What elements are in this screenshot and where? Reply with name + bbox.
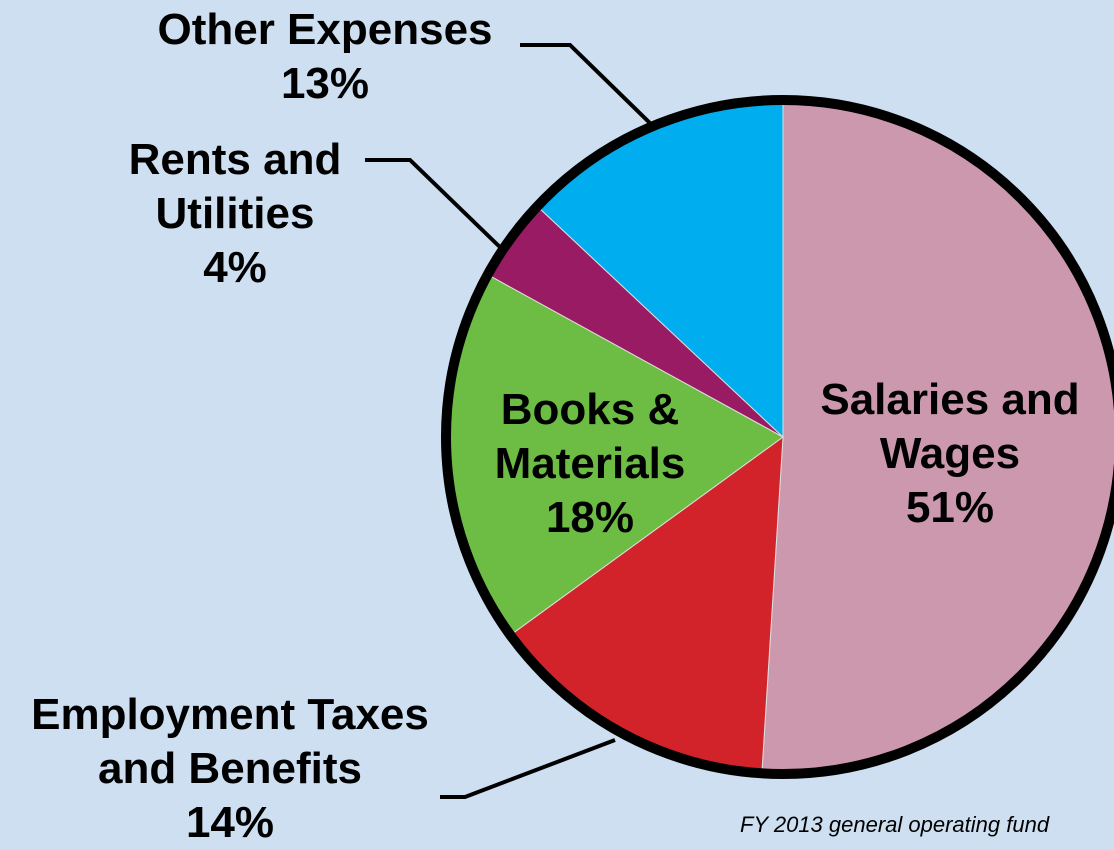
category-label: Other Expenses [157,5,493,54]
pie-border [441,95,1114,779]
category-label: Rents and Utilities [128,135,342,238]
leader-line [520,43,657,130]
leader-line [440,738,616,799]
value-label: 13% [280,59,370,108]
value-label: 18% [545,493,635,542]
leader-line [365,158,507,254]
value-label: 51% [905,483,995,532]
category-label: Employment Taxes and Benefits [31,690,429,793]
category-label: Books & Materials [494,385,686,488]
slice-label: Books & Materials 18% [475,383,705,545]
category-label: Salaries and Wages [820,375,1080,478]
slice-label: Employment Taxes and Benefits 14% [0,688,465,850]
slice-label: Other Expenses 13% [115,3,535,111]
footnote: FY 2013 general operating fund [740,812,1050,837]
slice-label: Salaries and Wages 51% [815,373,1085,535]
pie [447,101,1114,773]
value-label: 4% [203,243,267,292]
slice-label: Rents and Utilities 4% [100,133,370,295]
value-label: 14% [185,798,275,847]
